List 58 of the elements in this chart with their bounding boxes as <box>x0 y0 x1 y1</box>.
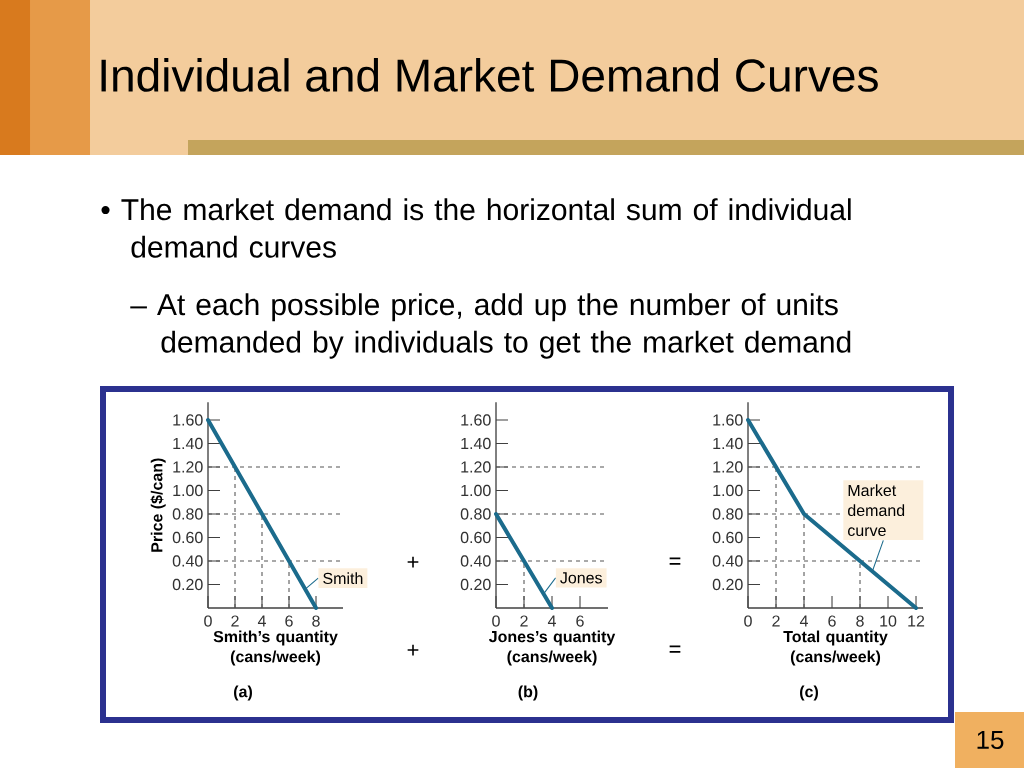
text: (a) <box>234 685 252 701</box>
legend-label: Smith <box>323 572 363 585</box>
x-tick-label: 2 <box>772 615 780 627</box>
y-tick-label: 1.40 <box>173 437 203 450</box>
x-tick-label: 8 <box>312 615 320 627</box>
x-tick-label: 6 <box>285 615 293 627</box>
x-axis-title: Jones’s quantity (cans/week) <box>488 630 616 666</box>
x-tick-label: 6 <box>828 615 836 627</box>
x-tick-label: 4 <box>547 615 556 627</box>
y-tick-label: 0.80 <box>172 508 203 520</box>
y-tick-label: 1.60 <box>461 414 491 426</box>
y-tick-label: 1.00 <box>461 484 491 497</box>
y-tick-label: 0.20 <box>712 578 743 591</box>
x-tick-label: 2 <box>231 615 239 627</box>
y-tick-label: 0.40 <box>460 555 491 567</box>
x-tick-label: 6 <box>576 615 584 627</box>
y-tick-label: 1.20 <box>173 461 203 473</box>
x-tick-label: 4 <box>257 615 266 627</box>
x-tick-label: 10 <box>880 615 897 627</box>
y-tick-label: 0.60 <box>460 531 491 544</box>
y-tick-label: 1.40 <box>713 437 743 450</box>
text: Individual and Market Demand Curves <box>101 58 878 92</box>
text: 15 <box>977 730 1004 750</box>
y-tick-label: 0.60 <box>172 531 203 544</box>
x-axis-title: Total quantity (cans/week) <box>783 630 888 666</box>
text: + <box>407 644 419 656</box>
y-tick-label: 1.40 <box>461 437 491 450</box>
text: (b) <box>518 685 538 701</box>
y-tick-label: 0.80 <box>460 508 491 520</box>
y-tick-label: 0.60 <box>712 531 743 544</box>
text: + <box>407 556 419 568</box>
y-tick-label: 1.60 <box>713 414 743 426</box>
text: = <box>669 645 681 653</box>
y-tick-label: 0.20 <box>172 578 203 591</box>
y-tick-label: 1.00 <box>173 484 203 497</box>
x-tick-label: 8 <box>856 615 864 627</box>
series-label: Market demand curve <box>848 484 905 537</box>
x-tick-label: 0 <box>492 615 500 627</box>
text: (c) <box>800 685 818 701</box>
y-tick-label: 0.40 <box>712 555 743 567</box>
x-tick-label: 12 <box>908 615 925 627</box>
x-tick-label: 2 <box>520 615 528 627</box>
x-axis-title: Smith’s quantity (cans/week) <box>213 630 338 666</box>
y-tick-label: 1.00 <box>713 484 743 497</box>
y-tick-label: 1.20 <box>713 461 743 473</box>
y-tick-label: 0.20 <box>460 578 491 591</box>
x-tick-label: 0 <box>744 615 752 627</box>
text: • The market demand is the horizontal sum of individual demand curves <box>101 198 851 258</box>
y-tick-label: 1.20 <box>461 461 491 473</box>
y-tick-label: 0.40 <box>172 555 203 567</box>
y-tick-label: 1.60 <box>173 414 203 426</box>
x-tick-label: 4 <box>799 615 808 627</box>
text: = <box>669 557 681 565</box>
x-tick-label: 0 <box>204 615 212 627</box>
text: – At each possible price, add up the number of units demanded by individuals to get the market demand <box>130 293 851 359</box>
legend-label: Jones <box>560 572 602 584</box>
y-tick-label: 0.80 <box>712 508 743 520</box>
y-axis-title: Price ($/can) <box>150 458 166 552</box>
